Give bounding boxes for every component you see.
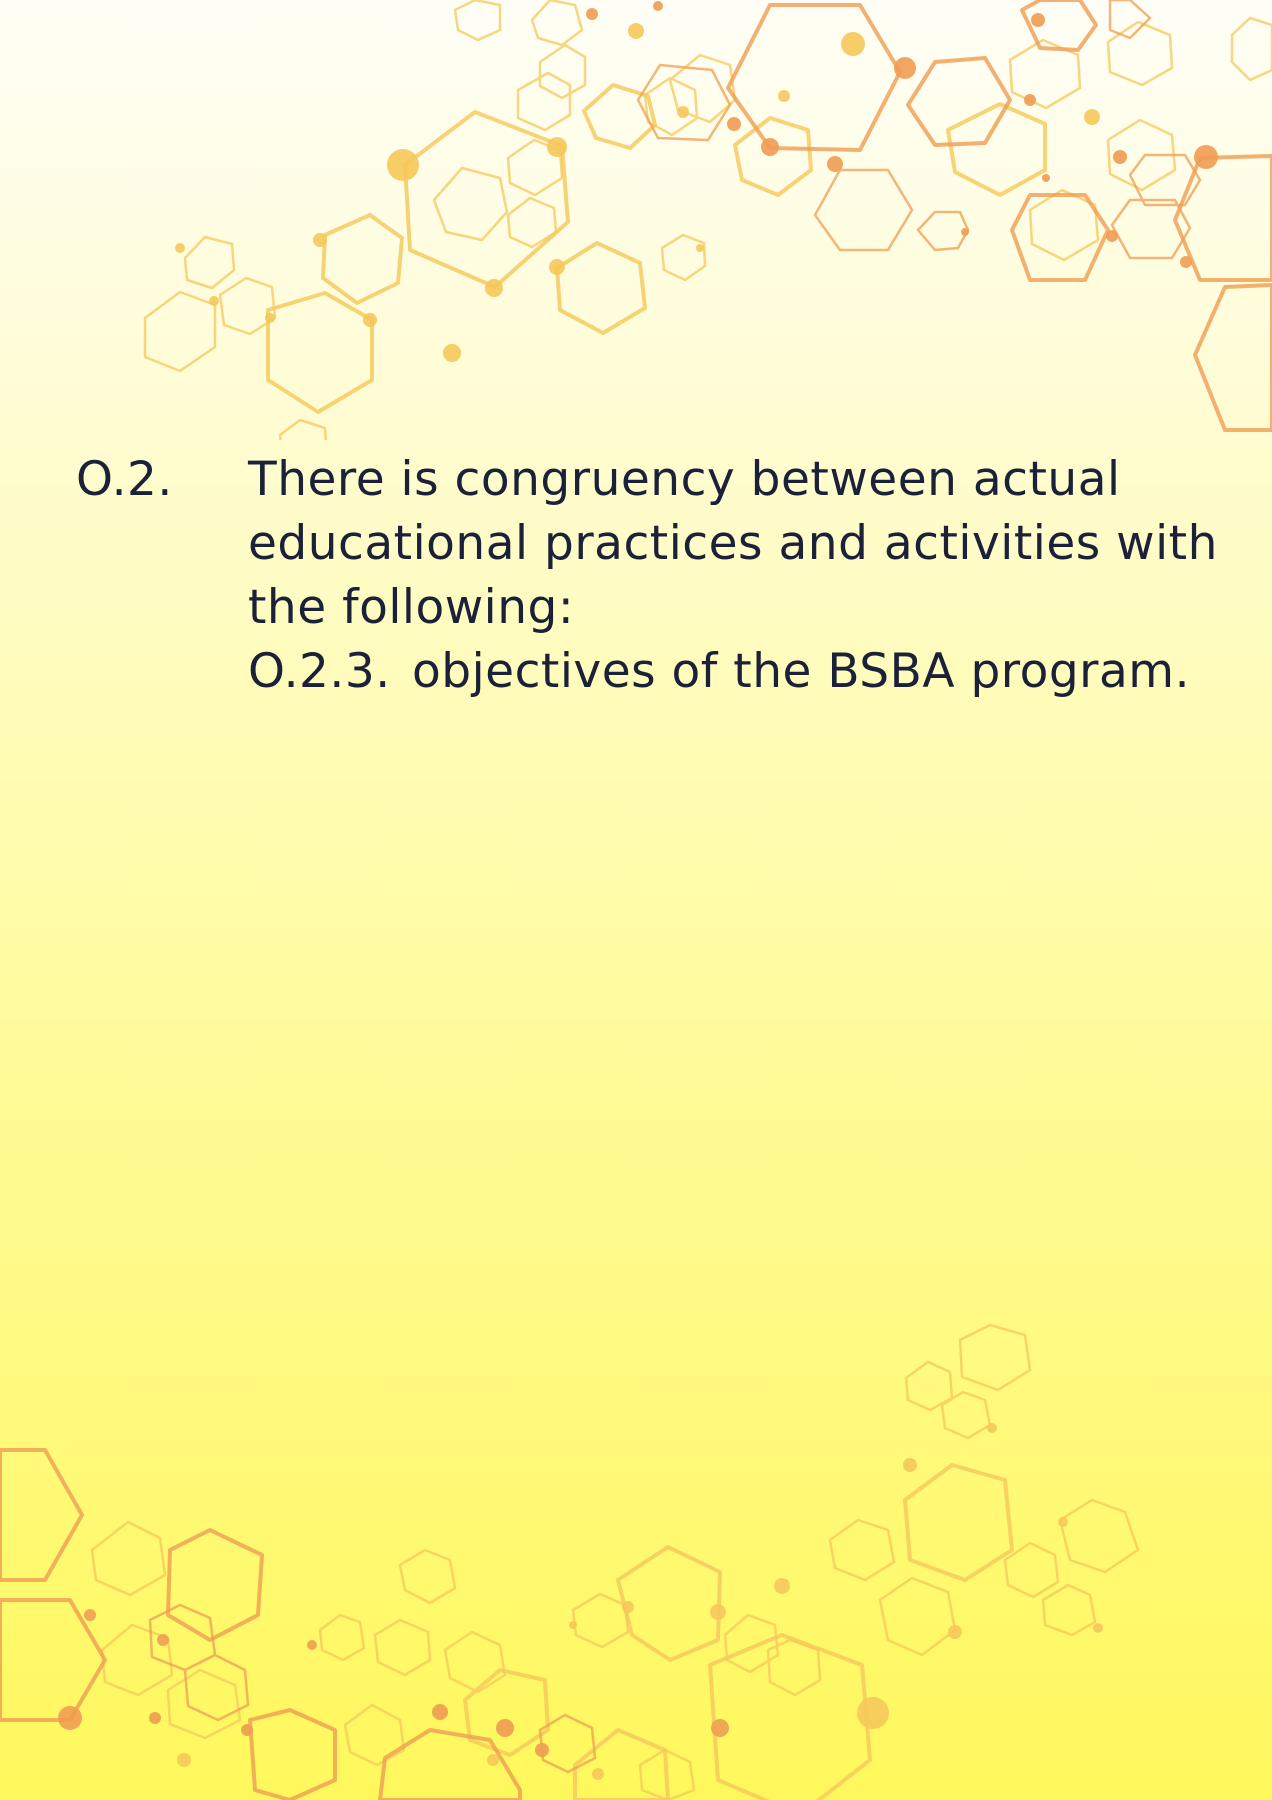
criterion-item: O.2. There is congruency between actual … bbox=[76, 448, 1226, 704]
criterion-row: O.2. There is congruency between actual … bbox=[76, 448, 1226, 704]
hexagon-pattern-top bbox=[143, 0, 1272, 440]
hexagon-pattern-bottom bbox=[0, 1323, 1140, 1800]
sub-item-text: objectives of the BSBA program. bbox=[412, 644, 1191, 699]
sub-item: O.2.3. objectives of the BSBA program. bbox=[248, 640, 1226, 704]
item-number: O.2. bbox=[76, 452, 173, 507]
item-text: There is congruency between actual educa… bbox=[248, 452, 1218, 635]
item-body: There is congruency between actual educa… bbox=[248, 448, 1226, 704]
sub-item-number: O.2.3. bbox=[248, 644, 391, 699]
